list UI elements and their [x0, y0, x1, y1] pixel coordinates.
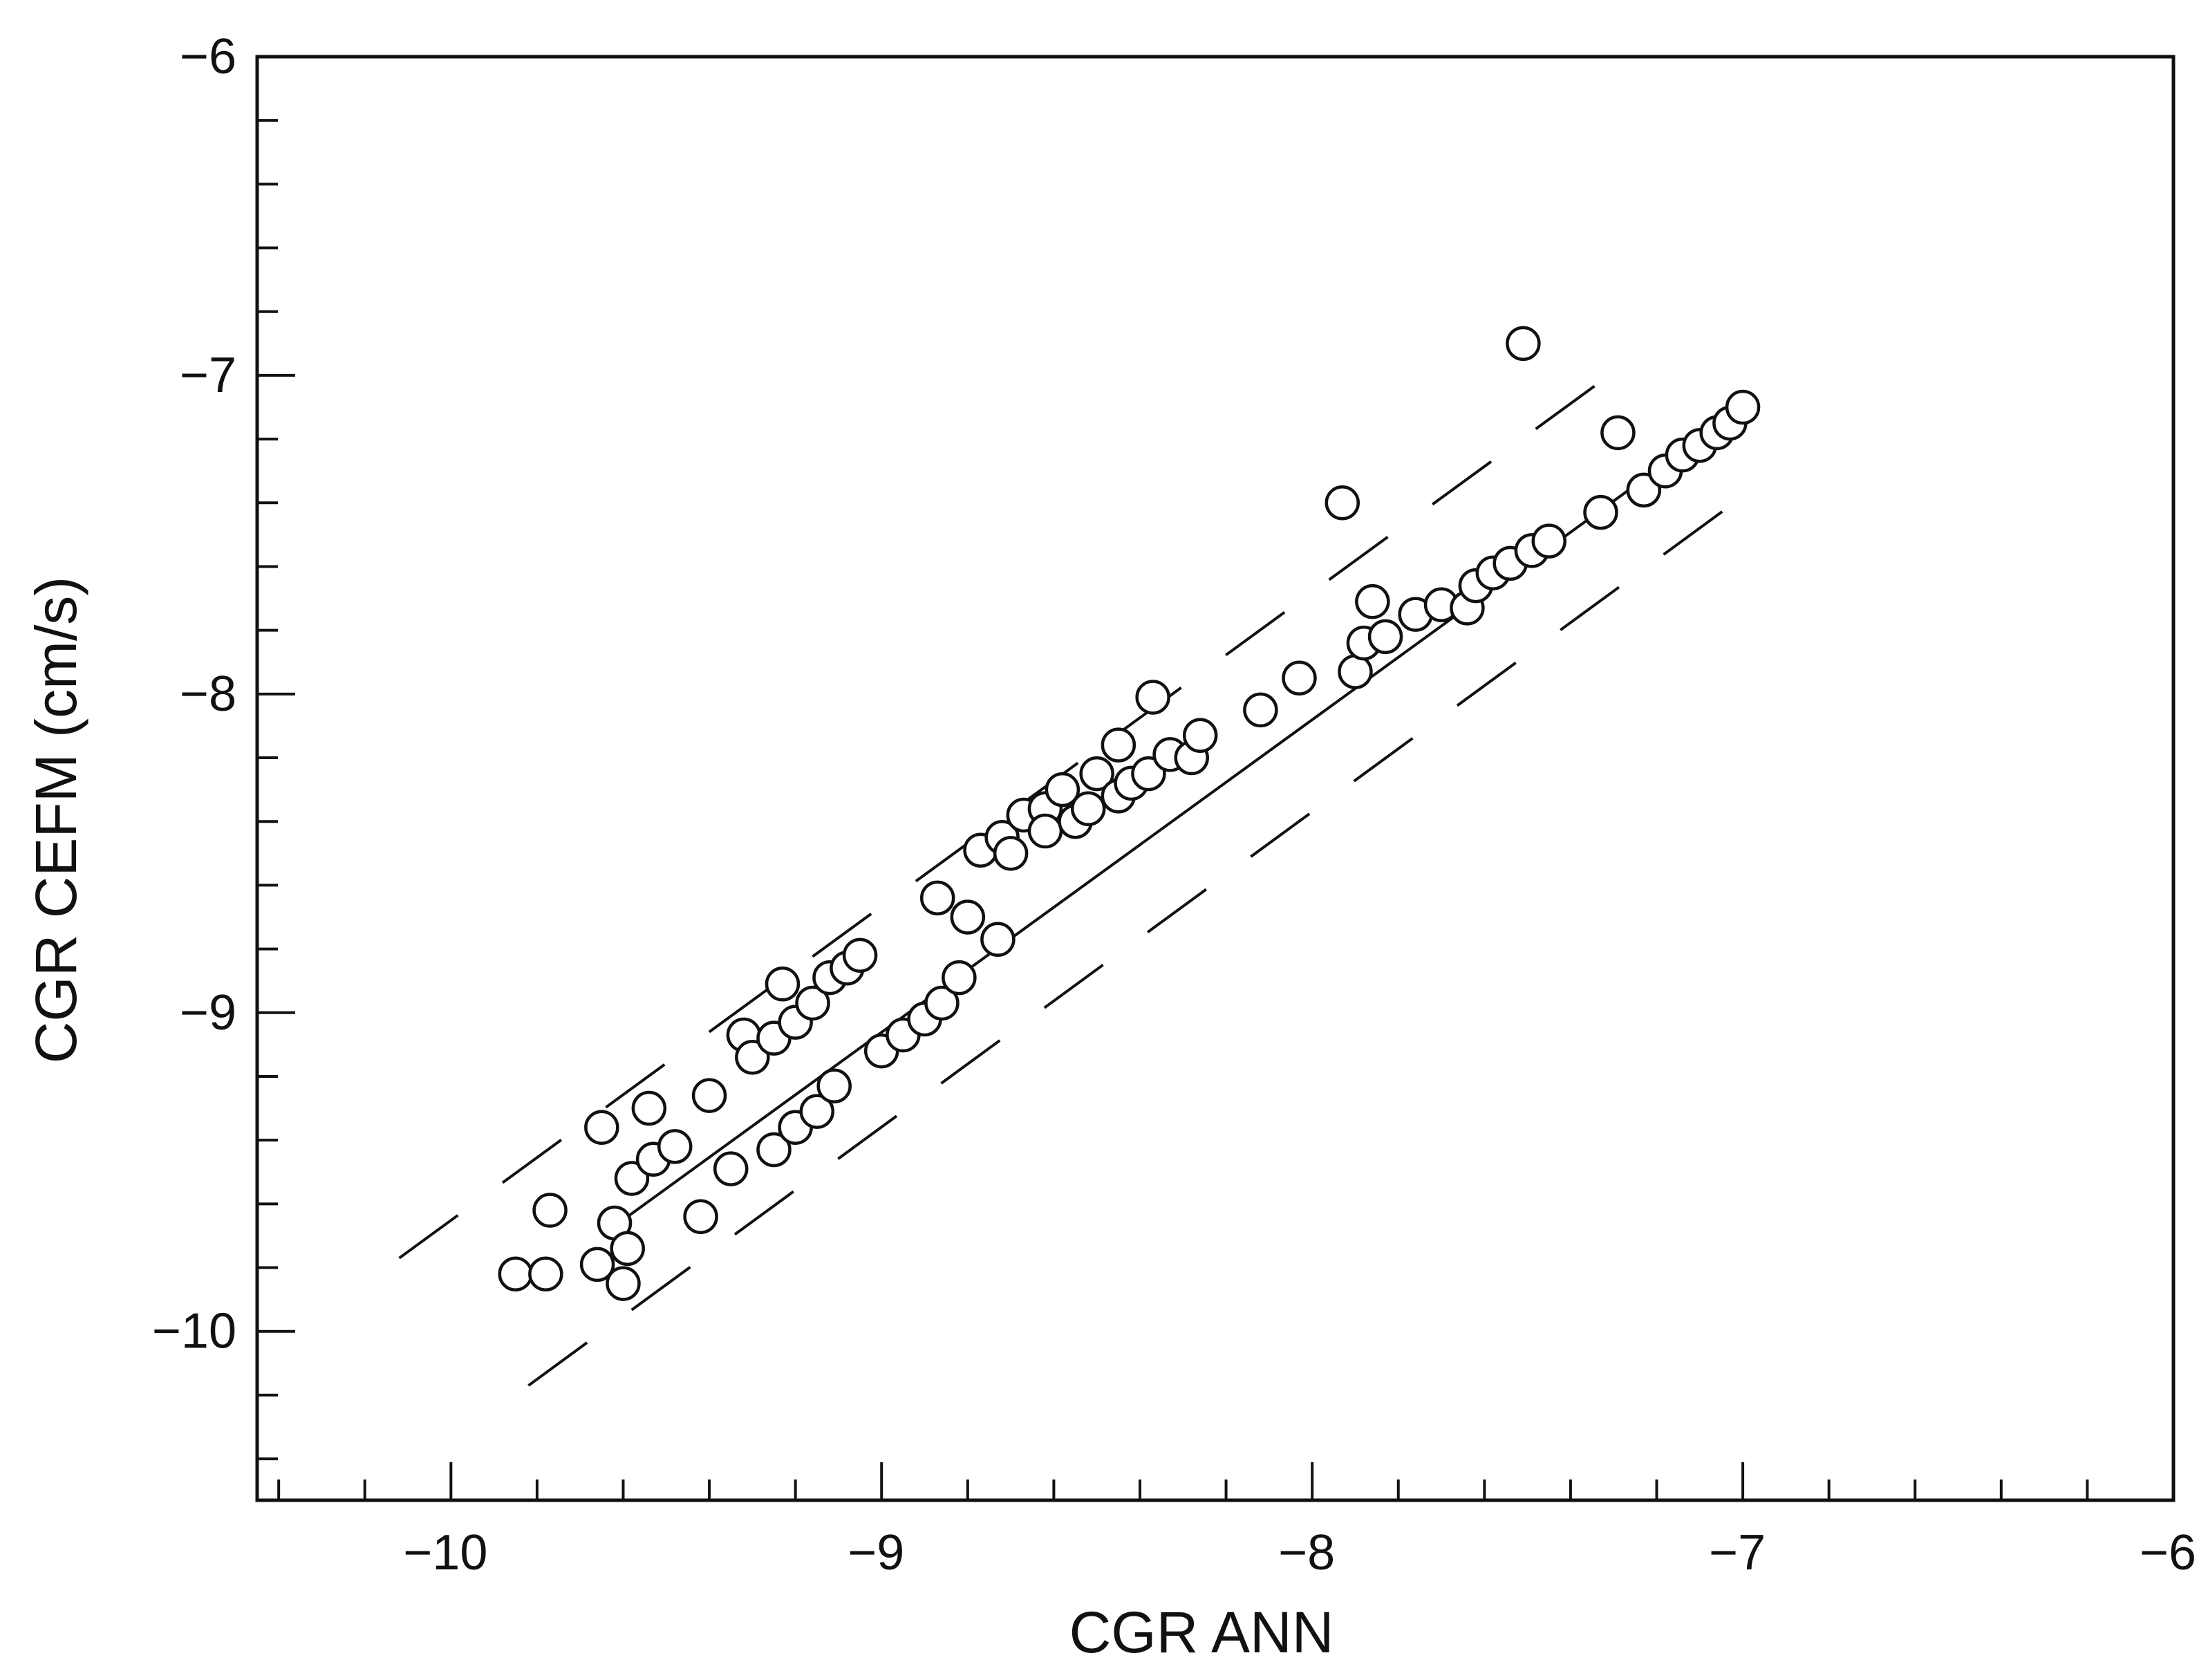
data-point	[713, 1151, 749, 1186]
data-point	[532, 1193, 568, 1228]
x-tick-label: −10	[403, 1525, 487, 1580]
data-point	[691, 1078, 727, 1113]
data-point	[993, 836, 1029, 871]
y-tick-label: −9	[180, 985, 236, 1040]
data-point	[1243, 692, 1278, 728]
data-points	[498, 326, 1761, 1301]
data-point	[756, 1132, 792, 1168]
data-point	[1079, 756, 1114, 792]
data-point	[735, 1040, 770, 1075]
data-point	[1325, 485, 1360, 521]
y-tick-label: −7	[180, 348, 236, 403]
data-point	[924, 985, 960, 1021]
x-tick-label: −8	[1278, 1525, 1335, 1580]
data-point	[1506, 326, 1541, 362]
data-point	[1135, 680, 1170, 715]
data-point	[1070, 791, 1106, 827]
data-point	[1725, 389, 1761, 425]
data-point	[631, 1090, 667, 1126]
data-point	[842, 937, 878, 973]
data-point	[816, 1068, 852, 1104]
data-point	[942, 960, 977, 996]
lower-bound-line	[527, 501, 1735, 1387]
data-point	[1367, 619, 1403, 655]
data-point	[795, 985, 830, 1021]
data-point	[610, 1231, 645, 1267]
data-point	[614, 1161, 650, 1196]
data-point	[498, 1256, 534, 1291]
y-tick-label: −8	[180, 666, 236, 722]
minor-ticks	[257, 119, 2089, 1500]
data-point	[528, 1256, 563, 1291]
data-point	[606, 1266, 641, 1301]
data-point	[1027, 813, 1063, 849]
data-point	[1531, 523, 1567, 559]
data-point	[1182, 718, 1218, 754]
data-point	[765, 967, 801, 1002]
data-point	[1045, 772, 1080, 808]
x-tick-label: −9	[848, 1525, 904, 1580]
y-axis-title: CGR CEFM (cm/s)	[24, 577, 88, 1064]
data-point	[980, 922, 1016, 958]
data-point	[1131, 756, 1166, 792]
y-tick-labels: −6 −7 −8 −9 −10	[152, 29, 236, 1359]
fit-line	[622, 406, 1744, 1222]
data-point	[683, 1199, 718, 1235]
data-point	[950, 899, 986, 935]
data-point	[1626, 472, 1662, 508]
plot-frame	[255, 55, 2176, 1502]
x-axis-title: CGR ANN	[1069, 1600, 1334, 1665]
data-point	[657, 1129, 693, 1164]
data-point	[579, 1247, 615, 1282]
x-tick-label: −7	[1709, 1525, 1766, 1580]
data-point	[1355, 584, 1390, 619]
data-point	[1282, 660, 1317, 696]
y-tick-label: −6	[180, 29, 236, 84]
data-point	[1583, 494, 1618, 530]
data-point	[584, 1110, 619, 1145]
data-point	[1600, 415, 1636, 451]
data-point	[799, 1094, 835, 1129]
x-tick-labels: −10 −9 −8 −7 −6	[403, 1525, 2196, 1580]
data-point	[919, 880, 955, 916]
data-point	[1101, 727, 1136, 763]
x-tick-label: −6	[2140, 1525, 2196, 1580]
data-point	[1338, 654, 1373, 689]
y-tick-label: −10	[152, 1304, 236, 1359]
